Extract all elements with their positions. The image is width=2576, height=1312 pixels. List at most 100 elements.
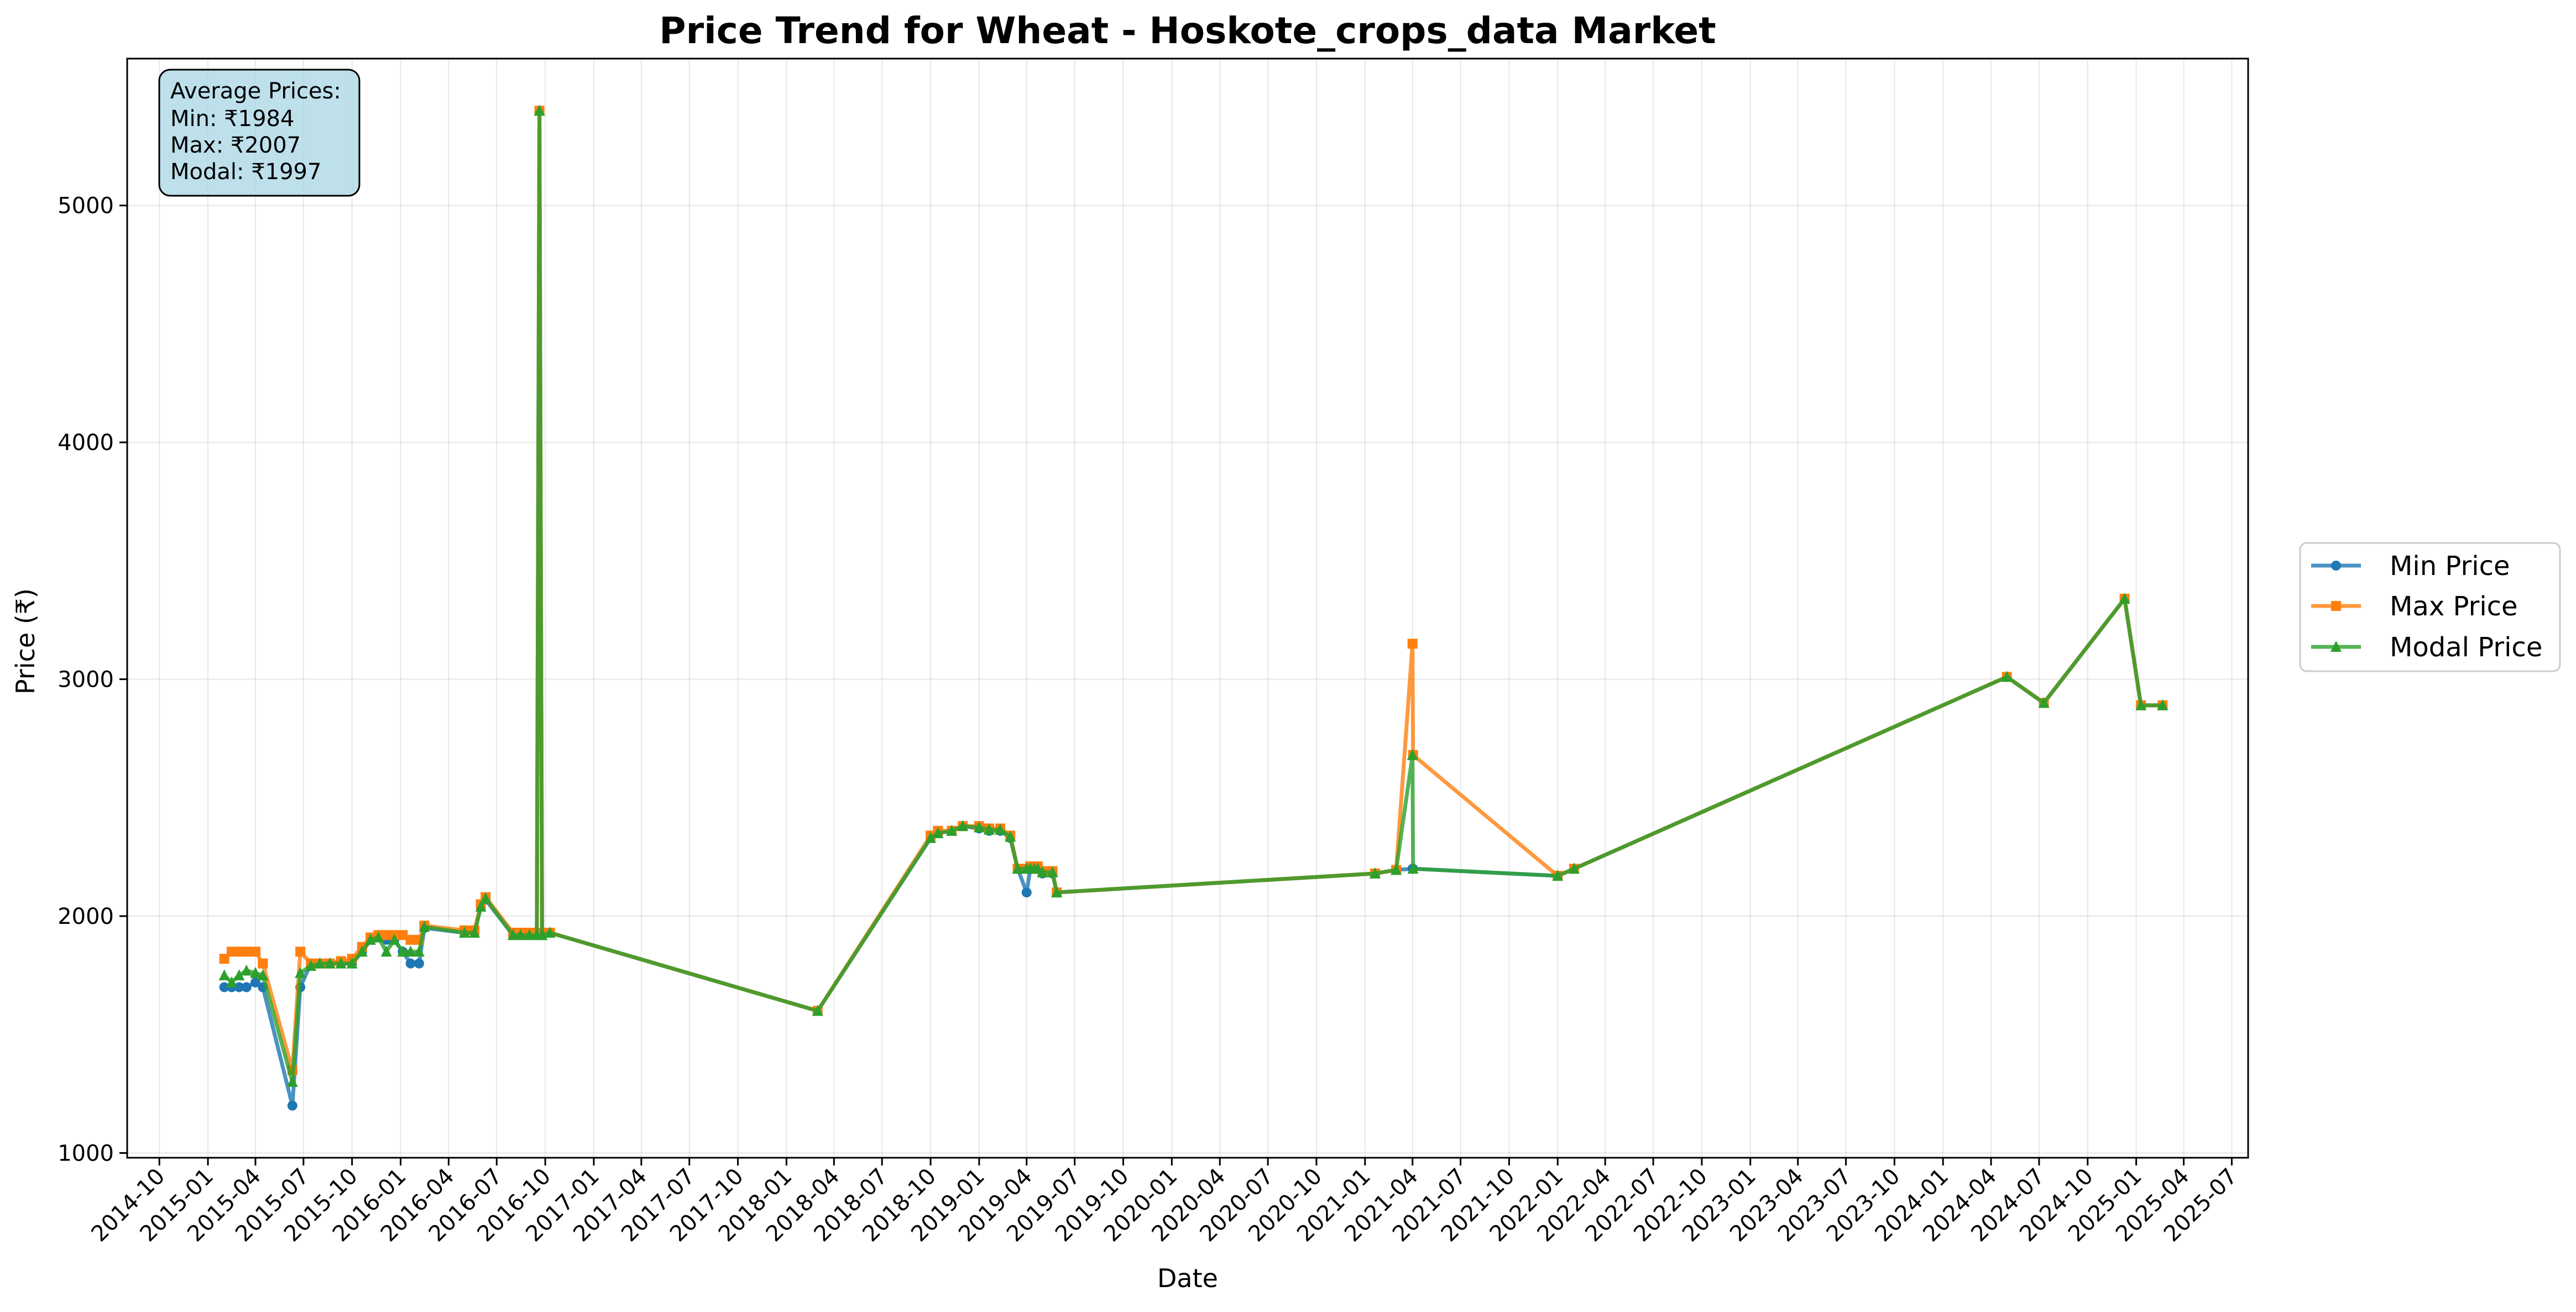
data-point [475, 900, 487, 912]
data-point [356, 945, 368, 957]
data-point [373, 931, 384, 943]
data-point [812, 1005, 823, 1016]
series-modal-price [218, 104, 2169, 1087]
y-tick-label: 5000 [58, 194, 114, 219]
data-point [380, 945, 392, 957]
data-point [419, 921, 430, 932]
data-point [305, 959, 317, 971]
data-point [397, 945, 409, 957]
data-point [286, 1075, 298, 1087]
data-point [515, 929, 526, 940]
data-point [925, 832, 937, 843]
data-point [405, 958, 416, 969]
data-point [218, 969, 230, 981]
y-tick-label: 4000 [58, 430, 114, 456]
data-point [1051, 886, 1063, 898]
data-point [405, 945, 416, 957]
data-point [346, 957, 358, 969]
data-point [1407, 639, 1418, 649]
data-point [314, 957, 326, 969]
data-point [1005, 830, 1016, 842]
data-series [218, 104, 2169, 1111]
annotation-title: Average Prices: [170, 79, 341, 104]
data-point [219, 982, 229, 992]
data-point [250, 947, 260, 957]
average-prices-annotation: Average Prices: Min: ₹1984 Max: ₹2007 Mo… [158, 69, 360, 197]
data-point [946, 824, 958, 836]
series-min-price [219, 106, 2168, 1111]
data-point [1012, 863, 1023, 874]
data-point [1047, 866, 1058, 877]
data-point [524, 929, 535, 940]
data-point [295, 947, 306, 957]
chart-title: Price Trend for Wheat - Hoskote_crops_da… [659, 9, 1716, 52]
data-point [469, 926, 480, 938]
data-point [2119, 592, 2130, 604]
data-point [234, 982, 244, 992]
data-point [2001, 671, 2013, 682]
data-point [957, 820, 969, 832]
data-point [1037, 866, 1048, 877]
y-tick-label: 3000 [58, 667, 114, 693]
data-point [258, 958, 268, 969]
data-point [249, 966, 261, 978]
data-point [2038, 697, 2050, 708]
data-point [1407, 749, 1418, 760]
data-point [1391, 864, 1402, 875]
data-point [534, 104, 545, 116]
data-point [295, 966, 306, 978]
annotation-max: Max: ₹2007 [170, 133, 301, 158]
data-point [324, 957, 336, 969]
data-point [932, 827, 944, 839]
annotation-box [158, 69, 360, 197]
legend-label-min: Min Price [2390, 551, 2510, 582]
data-point [1021, 887, 1032, 898]
annotation-min: Min: ₹1984 [170, 106, 294, 132]
series-line [222, 108, 2165, 1108]
data-point [233, 969, 245, 981]
legend-marker-modal [2331, 641, 2342, 652]
data-point [984, 823, 995, 835]
series-line [222, 108, 2165, 1072]
data-point [389, 933, 400, 945]
data-point [1369, 867, 1381, 879]
y-tick-label: 2000 [58, 904, 114, 929]
data-point [1552, 870, 1564, 881]
legend-label-modal: Modal Price [2390, 632, 2542, 663]
series-max-price [219, 106, 2168, 1075]
legend-frame [2299, 542, 2561, 672]
x-axis-label: Date [1157, 1263, 1218, 1293]
legend-marker-min [2331, 561, 2341, 571]
data-point [335, 957, 347, 969]
grid-lines [127, 59, 2248, 1158]
data-point [973, 821, 985, 833]
data-point [413, 945, 425, 957]
data-point [241, 947, 252, 957]
data-point [2135, 699, 2147, 710]
data-point [995, 823, 1006, 835]
plot-area-frame [126, 58, 2249, 1159]
data-point [1407, 863, 1419, 874]
data-point [459, 926, 471, 938]
data-point [257, 969, 269, 981]
data-point [226, 976, 238, 987]
data-point [480, 892, 492, 903]
y-axis-label: Price (₹) [11, 588, 40, 694]
data-point [398, 930, 408, 940]
data-point [241, 964, 252, 976]
data-point [507, 929, 519, 940]
legend-marker-max [2331, 601, 2341, 611]
data-point [2157, 699, 2169, 710]
data-point [241, 982, 252, 992]
legend: Min Price Max Price Modal Price [2299, 542, 2561, 672]
data-point [1568, 863, 1580, 874]
data-point [405, 934, 416, 945]
y-tick-label: 1000 [58, 1141, 114, 1166]
data-point [381, 930, 391, 940]
data-point [544, 926, 556, 938]
data-point [414, 958, 424, 969]
data-point [287, 1100, 297, 1111]
axis-ticks: 2014-102015-012015-042015-072015-102016-… [58, 194, 2242, 1247]
